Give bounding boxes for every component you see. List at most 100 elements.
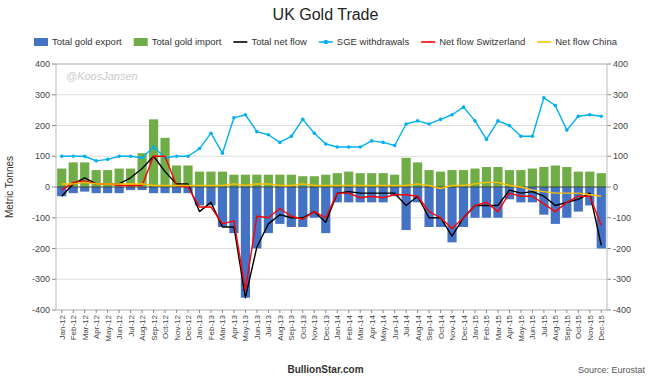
y-tick [52, 279, 56, 280]
marker [473, 119, 477, 123]
x-tick [291, 310, 292, 313]
bar [138, 187, 147, 190]
x-tick [119, 310, 120, 313]
x-tick-label: Dec-12 [184, 314, 193, 340]
bar [597, 173, 606, 187]
y2-tick [607, 248, 611, 249]
legend-label: Total gold export [52, 36, 122, 47]
marker [60, 154, 64, 158]
marker [508, 124, 512, 128]
bar [470, 187, 479, 218]
marker [370, 139, 374, 143]
marker [577, 114, 581, 118]
marker [140, 156, 144, 160]
x-tick-label: Jan-13 [195, 314, 204, 339]
x-tick-label: Oct-12 [161, 314, 170, 339]
x-tick [176, 310, 177, 313]
x-tick [486, 310, 487, 313]
marker [335, 145, 339, 149]
marker [496, 119, 500, 123]
line [62, 156, 602, 290]
grid-line [56, 279, 607, 280]
source: Source: Eurostat [578, 365, 646, 375]
bar [367, 187, 376, 202]
legend-swatch [134, 38, 148, 46]
bar [436, 172, 445, 187]
marker [358, 145, 362, 149]
x-tick-label: Dec-14 [460, 314, 469, 340]
bar [115, 187, 124, 193]
y2-tick [607, 310, 611, 311]
watermark: @KoosJansen [66, 70, 138, 82]
x-tick [314, 310, 315, 313]
marker [301, 118, 305, 122]
plot-frame [56, 64, 607, 310]
x-tick-label: Mar-12 [81, 314, 90, 340]
x-tick [245, 310, 246, 313]
x-tick-label: May-14 [379, 314, 388, 341]
bar [379, 187, 388, 202]
marker [312, 131, 316, 135]
bar [402, 158, 411, 187]
y2-tick-label: 200 [613, 121, 628, 131]
x-tick-label: Nov-12 [173, 314, 182, 340]
marker [232, 116, 236, 120]
marker [416, 119, 420, 123]
grid-line [56, 125, 607, 126]
legend-swatch [421, 41, 435, 43]
bar [126, 187, 135, 190]
legend-swatch [34, 38, 48, 46]
marker [588, 113, 592, 117]
legend-item: Total gold export [34, 36, 122, 47]
legend-item: Total net flow [233, 36, 307, 47]
x-tick-label: Feb-12 [69, 314, 78, 340]
bar [252, 175, 261, 187]
y2-tick-label: -100 [613, 213, 631, 223]
legend-swatch [537, 41, 551, 43]
x-tick [233, 310, 234, 313]
y-tick-label: 300 [35, 90, 50, 100]
bar [447, 187, 456, 242]
marker [381, 141, 385, 145]
x-tick [153, 310, 154, 313]
x-tick [73, 310, 74, 313]
bar [229, 187, 238, 233]
x-tick [497, 310, 498, 313]
marker [129, 154, 133, 158]
y-tick [52, 64, 56, 65]
bar [287, 187, 296, 227]
marker [485, 138, 489, 142]
x-tick-label: Jan-15 [471, 314, 480, 339]
y2-tick-label: 0 [613, 182, 618, 192]
x-tick-label: Oct-14 [437, 314, 446, 339]
y2-tick [607, 217, 611, 218]
legend-item: SGE withdrawals [319, 36, 410, 47]
y2-tick [607, 94, 611, 95]
bar [574, 172, 583, 187]
y-tick-label: 0 [45, 182, 50, 192]
bar [80, 187, 89, 192]
marker [531, 134, 535, 138]
x-tick-label: Feb-13 [207, 314, 216, 340]
x-tick-label: Jul-13 [264, 314, 273, 336]
marker [450, 113, 454, 117]
x-tick [360, 310, 361, 313]
logo-text: BullionStar.com [287, 364, 363, 375]
marker [462, 105, 466, 109]
marker [427, 122, 431, 126]
x-tick-label: Sep-14 [425, 314, 434, 340]
x-tick-label: Dec-13 [322, 314, 331, 340]
x-tick-label: Feb-15 [482, 314, 491, 340]
marker [106, 158, 110, 162]
x-tick [142, 310, 143, 313]
x-tick [348, 310, 349, 313]
bar [562, 167, 571, 187]
x-tick-label: May-15 [517, 314, 526, 341]
x-tick [578, 310, 579, 313]
x-tick [302, 310, 303, 313]
grid-line [56, 217, 607, 218]
bar [447, 170, 456, 187]
x-tick [188, 310, 189, 313]
bar [516, 170, 525, 187]
x-tick-label: Jan-14 [333, 314, 342, 339]
